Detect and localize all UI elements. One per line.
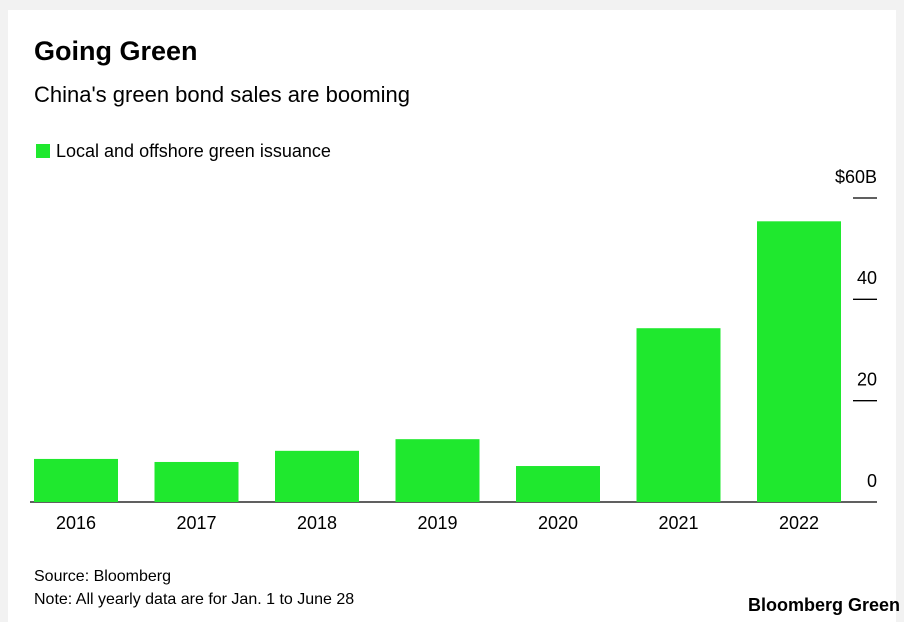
bar xyxy=(275,450,359,502)
bar xyxy=(34,458,118,502)
x-tick-label: 2021 xyxy=(658,513,698,533)
brand: Bloomberg Green xyxy=(748,595,900,615)
bar xyxy=(636,328,721,502)
bar xyxy=(757,221,841,502)
y-tick-label: 20 xyxy=(857,369,877,389)
x-tick-label: 2017 xyxy=(176,513,216,533)
x-tick-label: 2019 xyxy=(417,513,457,533)
bar xyxy=(395,439,480,502)
y-tick-label: 40 xyxy=(857,268,877,288)
x-tick-label: 2016 xyxy=(56,513,96,533)
legend-label: Local and offshore green issuance xyxy=(56,141,331,161)
bar xyxy=(154,461,239,502)
x-tick-label: 2018 xyxy=(297,513,337,533)
panel xyxy=(8,10,896,622)
source: Source: Bloomberg xyxy=(34,568,171,585)
legend-swatch xyxy=(36,144,50,158)
y-tick-label: 0 xyxy=(867,471,877,491)
x-tick-label: 2022 xyxy=(779,513,819,533)
y-tick-label: $60B xyxy=(835,167,877,187)
chart-title: Going Green xyxy=(34,36,198,66)
note: Note: All yearly data are for Jan. 1 to … xyxy=(34,591,354,608)
bar xyxy=(516,466,600,502)
x-tick-label: 2020 xyxy=(538,513,578,533)
chart-subtitle: China's green bond sales are booming xyxy=(34,82,410,107)
